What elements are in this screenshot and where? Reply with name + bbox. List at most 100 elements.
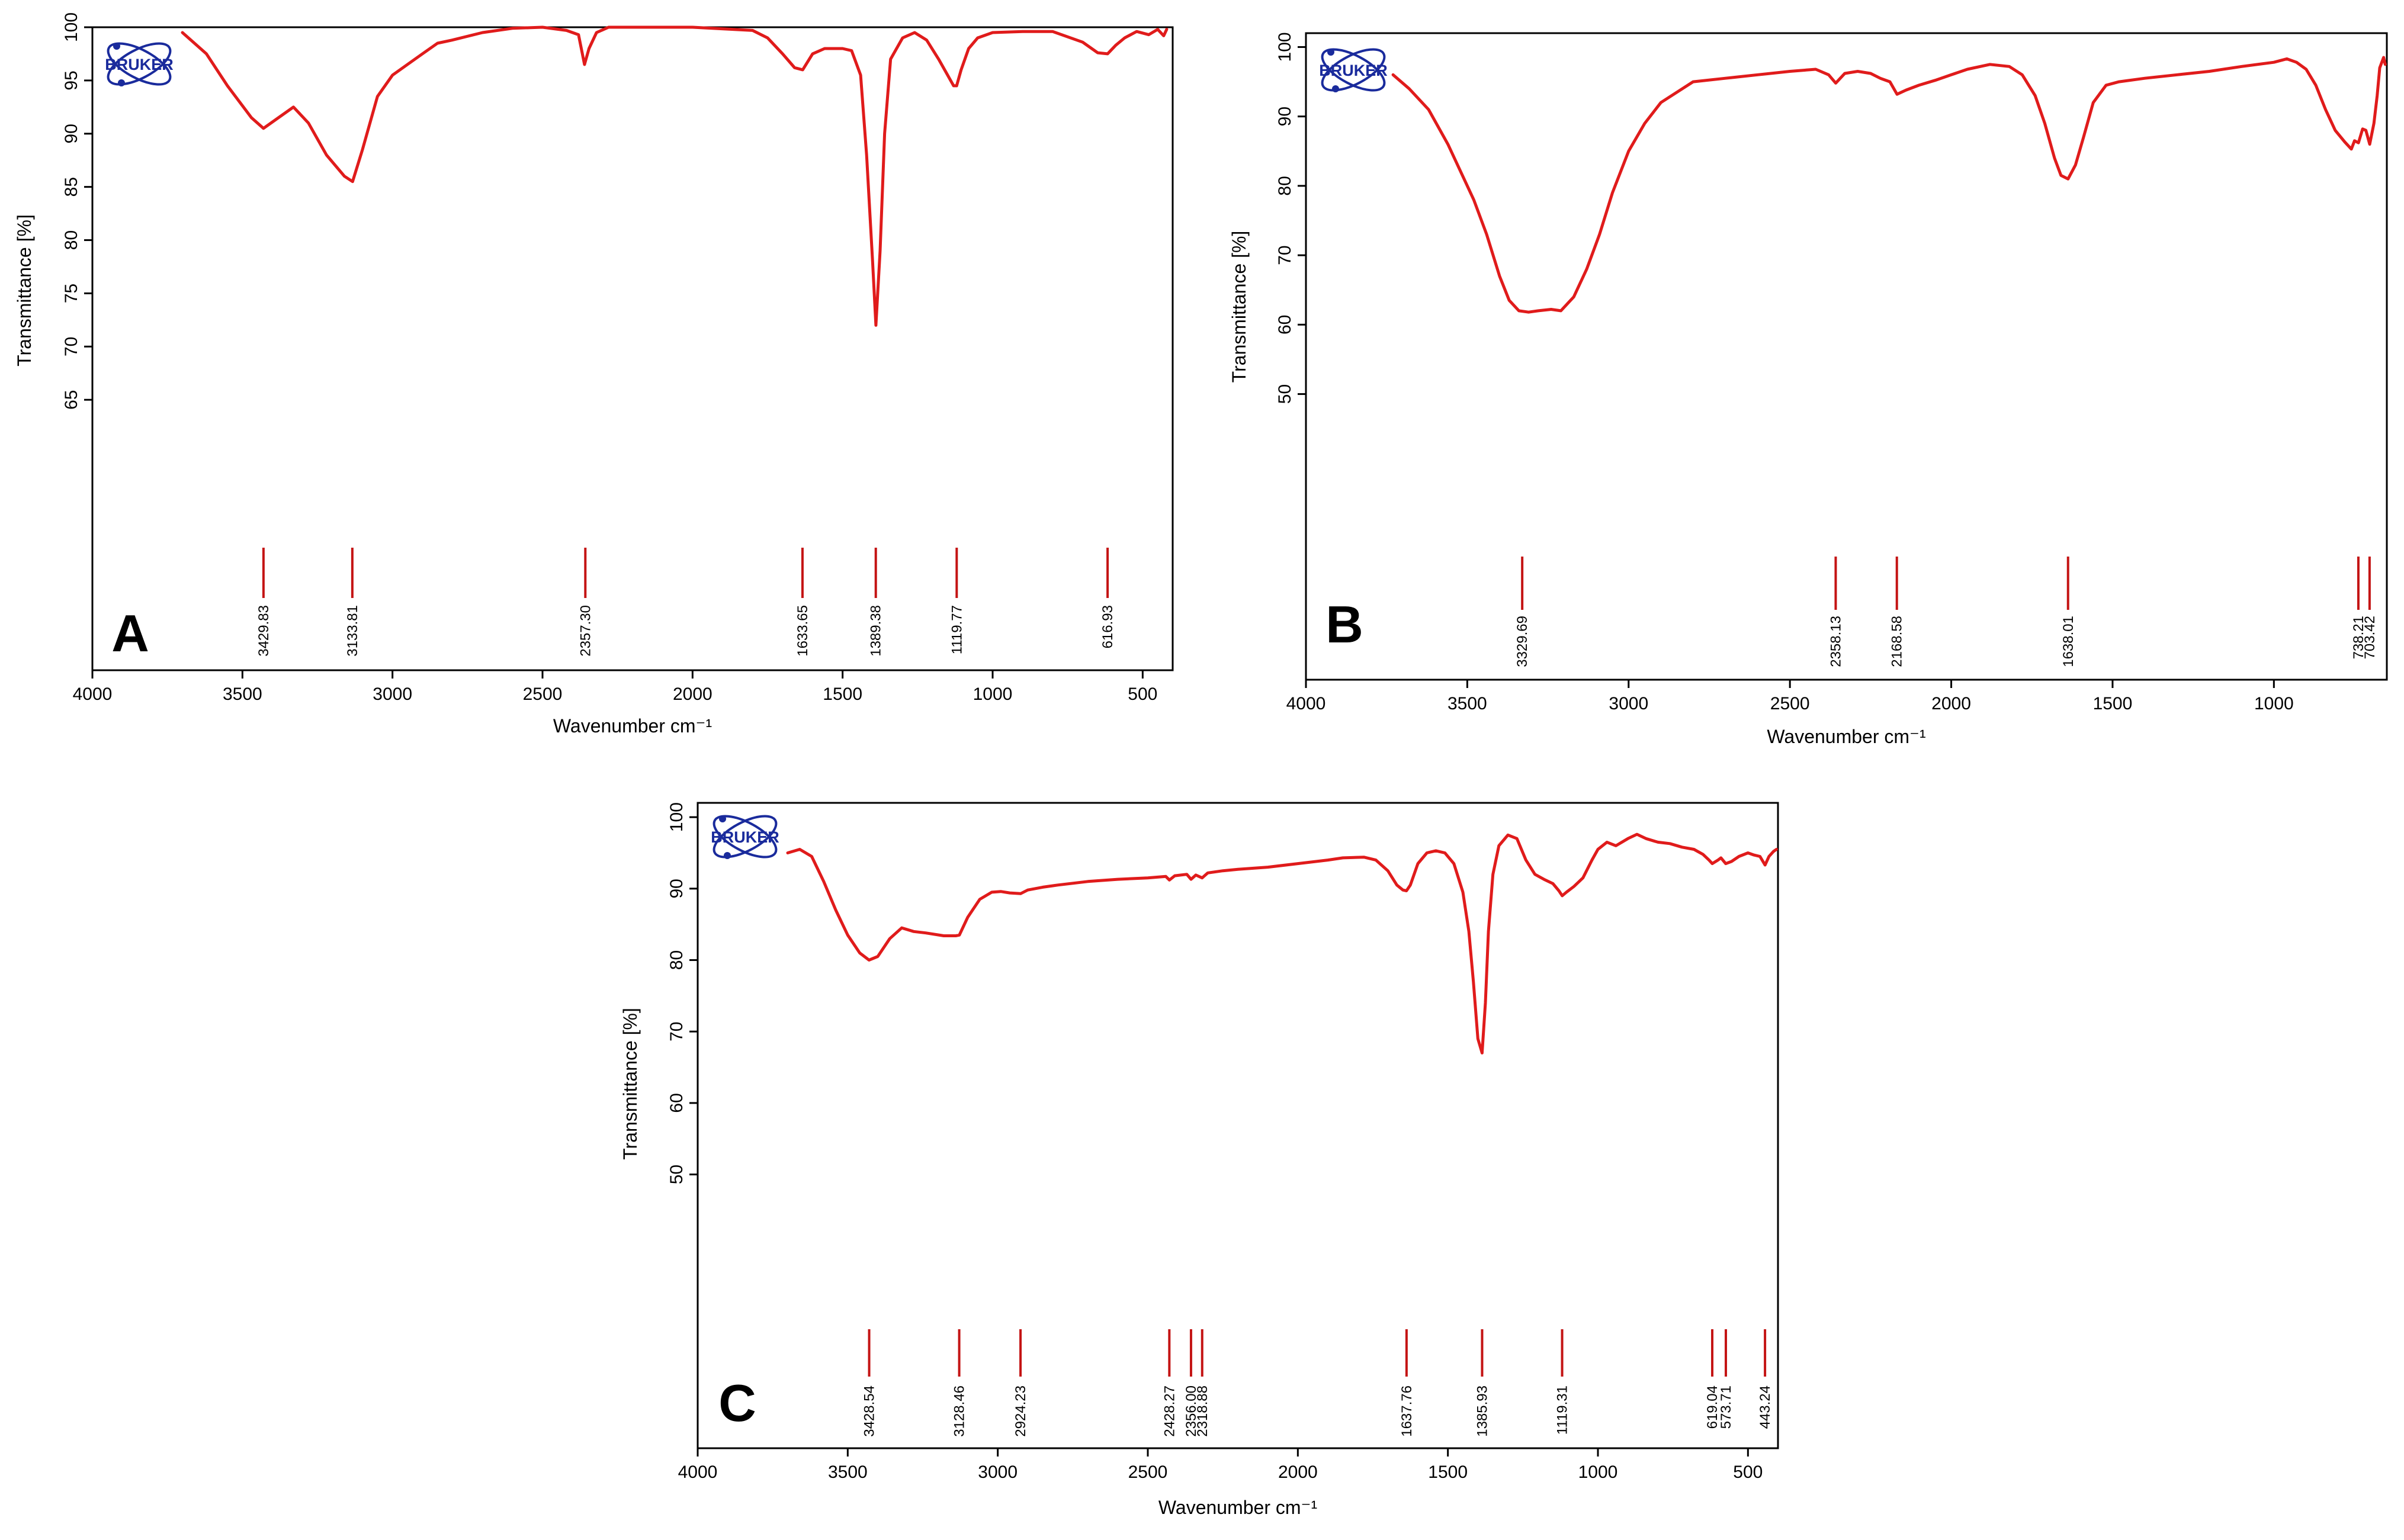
panel-b-logo-orbit-icon [1321,48,1386,92]
panel-c-spectrum-line [786,832,1778,1054]
panel-c-y-tick-label: 60 [667,1093,686,1113]
panel-c-logo-electron-icon [719,815,726,822]
panel-a-logo-electron-icon [113,43,120,50]
panel-b-peak-label: 1638.01 [2060,616,2076,667]
panel-b-y-tick-label: 80 [1275,176,1295,195]
panel-a-x-tick-label: 500 [1128,684,1157,704]
panel-a-logo-orbit-icon [107,42,172,86]
panel-a-y-tick-label: 70 [62,337,81,356]
panel-b-spectrum-line [1391,56,2387,314]
panel-a-peak-label: 1633.65 [795,605,811,657]
panel-c-plot-frame [697,802,1779,1449]
panel-a-y-tick-label: 90 [62,124,81,143]
panel-a-panel-letter: A [111,604,149,663]
panel-c-peak-label: 2428.27 [1161,1385,1177,1437]
panel-b-x-tick-label: 4000 [1286,694,1326,713]
panel-c-y-tick-label: 80 [667,950,686,970]
panel-b-y-axis-label: Transmittance [%] [1228,231,1250,383]
panel-c-y-tick-label: 50 [667,1165,686,1184]
panel-a-y-axis-label: Transmittance [%] [14,214,35,366]
panel-c-peak-label: 3428.54 [862,1385,878,1437]
panel-c-x-tick-label: 500 [1733,1462,1763,1482]
panel-b-peak-label: 2358.13 [1828,616,1844,667]
panel-b-peak-label: 703.42 [2362,616,2378,659]
panel-c-x-tick-label: 4000 [678,1462,718,1482]
panel-a-x-tick-label: 2000 [673,684,712,704]
panel-c-peak-label: 443.24 [1757,1385,1773,1429]
panel-b-peak-label: 738.21 [2351,616,2367,659]
panel-b-y-tick-label: 60 [1275,315,1295,335]
panel-a-x-tick-label: 1500 [823,684,862,704]
panel-a-bruker-logo: BRUKER [105,42,174,86]
panel-a-peak-label: 1119.77 [949,605,965,654]
panel-c-x-tick-label: 1500 [1428,1462,1468,1482]
panel-a-y-tick-label: 95 [62,70,81,90]
panel-c-x-tick-label: 3500 [828,1462,868,1482]
panel-a-y-tick-label: 100 [62,12,81,42]
panel-a-y-tick-label: 65 [62,390,81,410]
panel-c-peak-label: 2356.00 [1183,1385,1199,1437]
panel-c-x-tick-label: 1000 [1578,1462,1618,1482]
panel-c-x-tick-label: 3000 [978,1462,1018,1482]
panel-c-y-axis-label: Transmittance [%] [620,1008,641,1160]
panel-a-y-tick-label: 80 [62,230,81,250]
panel-b-x-axis-label: Wavenumber cm⁻¹ [1767,726,1925,747]
panel-a-logo-text: BRUKER [105,56,174,73]
panel-c-peak-label: 2924.23 [1013,1385,1029,1437]
panel-b-plot-frame [1305,32,2388,681]
panel-c-logo-electron-icon [724,852,731,859]
panel-c-peak-label: 1119.31 [1555,1385,1571,1435]
panel-a-peak-label: 3133.81 [345,605,361,657]
panel-b-peak-label: 3329.69 [1514,616,1530,667]
panel-a-peak-label: 616.93 [1100,605,1116,648]
panel-b-logo-text: BRUKER [1319,62,1388,79]
panel-c-bruker-logo: BRUKER [711,815,779,859]
panel-b: 4000 3500 3000 2500 2000 1500 1000 50 60 70 80 90 10… [1228,32,2388,747]
panel-a-plot-frame [91,26,1174,671]
panel-b-x-tick-label: 3000 [1609,694,1648,713]
panel-c-peak-label: 3128.46 [952,1385,968,1437]
panel-b-panel-letter: B [1325,595,1363,654]
panel-c-peak-label: 573.71 [1718,1385,1734,1429]
panel-b-x-tick-label: 3500 [1447,694,1487,713]
panel-c-peak-label: 2318.88 [1195,1385,1211,1437]
panel-b-x-tick-label: 1500 [2093,694,2133,713]
panel-c-x-tick-label: 2000 [1278,1462,1318,1482]
panel-a-x-tick-label: 1000 [973,684,1013,704]
panel-a-y-tick-label: 75 [62,284,81,303]
panel-b-peak-label: 2168.58 [1889,616,1905,667]
panel-a-spectrum-line [181,25,1169,327]
panel-c-y-tick-label: 70 [667,1022,686,1041]
panel-a: 4000 3500 3000 2500 2000 1500 1000 500 65 70 75 80 8… [14,12,1174,737]
panel-c-peak-label: 1637.76 [1399,1385,1415,1437]
panel-c-x-axis-label: Wavenumber cm⁻¹ [1158,1497,1317,1518]
panel-a-peak-label: 1389.38 [868,605,884,657]
panel-b-logo-orbit-icon [1321,48,1386,92]
panel-c-logo-text: BRUKER [711,828,779,846]
panel-c-y-tick-label: 100 [667,802,686,832]
panel-b-logo-electron-icon [1332,85,1339,92]
panel-c-peak-label: 1385.93 [1474,1385,1490,1437]
panel-b-y-tick-label: 100 [1275,32,1295,62]
panel-a-x-tick-label: 4000 [73,684,113,704]
panel-c-panel-letter: C [718,1374,756,1432]
panel-a-x-tick-label: 3500 [223,684,262,704]
panel-a-y-tick-label: 85 [62,177,81,197]
panel-b-x-tick-label: 2500 [1770,694,1810,713]
panel-a-peak-label: 3429.83 [256,605,272,657]
panel-a-peak-label: 2357.30 [577,605,593,657]
panel-c-logo-orbit-icon [712,815,778,859]
panel-b-y-tick-label: 50 [1275,384,1295,404]
panel-a-x-tick-label: 3000 [373,684,412,704]
panel-c-logo-orbit-icon [712,815,778,859]
panel-c: 4000 3500 3000 2500 2000 1500 1000 500 50 60 70 80 9… [620,802,1779,1518]
panel-b-bruker-logo: BRUKER [1319,48,1388,92]
panel-b-x-tick-label: 1000 [2254,694,2294,713]
panel-b-logo-electron-icon [1327,49,1334,56]
panel-a-x-tick-label: 2500 [523,684,563,704]
panel-c-peak-label: 619.04 [1705,1385,1721,1429]
panel-b-y-tick-label: 90 [1275,107,1295,126]
panel-b-x-tick-label: 2000 [1931,694,1971,713]
panel-c-x-tick-label: 2500 [1128,1462,1168,1482]
